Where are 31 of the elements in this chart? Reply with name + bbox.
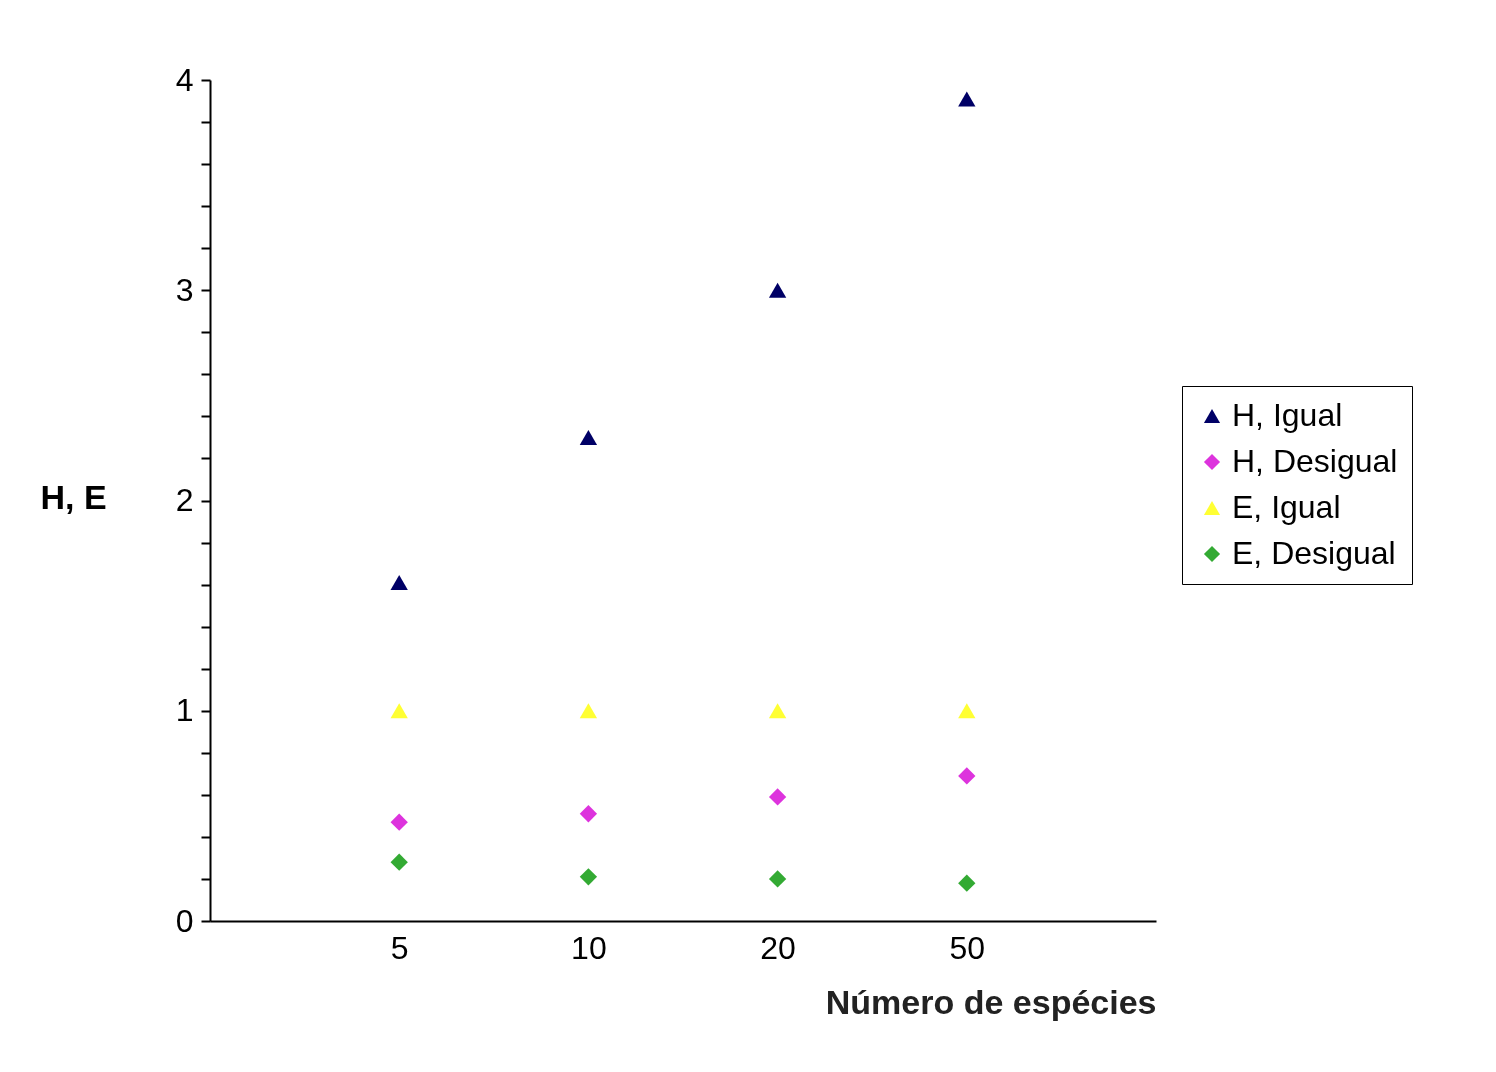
point [958, 91, 976, 107]
legend-label: H, Desigual [1232, 443, 1398, 479]
point [958, 874, 976, 892]
y-tick-label: 4 [175, 61, 194, 98]
legend-label: E, Igual [1232, 489, 1341, 525]
point [768, 703, 787, 719]
point [768, 870, 787, 888]
point [390, 575, 408, 590]
point [958, 703, 976, 719]
point [390, 703, 408, 719]
point [390, 813, 408, 831]
y-axis-title: H, E [40, 477, 107, 516]
y-tick-label: 3 [175, 271, 194, 308]
y-tick-label: 0 [175, 902, 194, 939]
point [579, 429, 598, 445]
point [958, 767, 976, 785]
point [390, 853, 408, 871]
y-tick-label: 2 [175, 482, 194, 518]
point [768, 788, 787, 806]
legend-label: E, Desigual [1232, 535, 1396, 571]
point [579, 805, 598, 823]
x-tick-label: 5 [390, 929, 409, 966]
point [579, 868, 598, 886]
legend-label: H, Igual [1232, 397, 1343, 433]
x-tick-label: 20 [760, 929, 796, 966]
x-tick-label: 10 [571, 929, 607, 966]
x-axis-title: Número de espécies [825, 982, 1157, 1021]
y-tick-label: 1 [175, 692, 194, 729]
point [579, 703, 598, 719]
point [768, 282, 787, 298]
x-tick-label: 50 [949, 929, 986, 966]
